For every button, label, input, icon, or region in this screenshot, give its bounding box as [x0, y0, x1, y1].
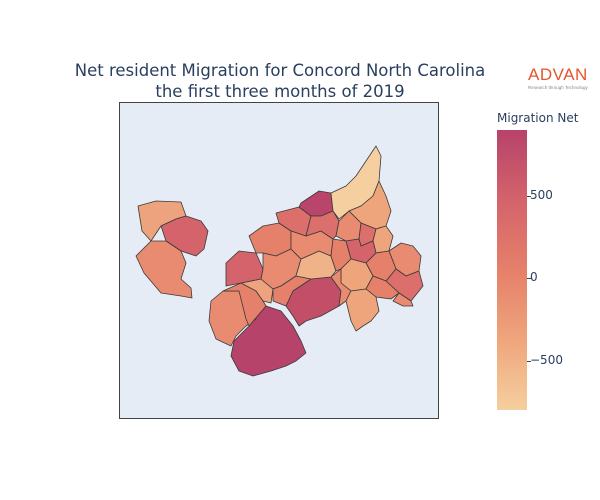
title-line-1: Net resident Migration for Concord North… — [74, 61, 486, 80]
region-east-small[interactable] — [392, 292, 414, 307]
colorbar-title: Migration Net — [497, 111, 579, 125]
region-east-strip[interactable] — [345, 288, 380, 332]
region-south-large[interactable] — [230, 305, 307, 377]
title-line-2: the first three months of 2019 — [155, 82, 405, 101]
advan-logo: ADVAN Research through Technology — [528, 65, 598, 91]
region-west-lower[interactable] — [135, 240, 193, 299]
colorbar-tick-label: 500 — [530, 187, 553, 202]
map-frame[interactable] — [119, 102, 439, 419]
region-central-west-2[interactable] — [248, 222, 292, 257]
region-east-c[interactable] — [372, 225, 394, 254]
colorbar-tick-mark — [527, 360, 531, 362]
colorbar — [497, 130, 527, 410]
choropleth-map[interactable] — [120, 103, 440, 420]
logo-brand: ADVAN — [528, 65, 588, 84]
colorbar-tick-mark — [527, 195, 531, 197]
colorbar-tick-label: −500 — [530, 352, 563, 367]
chart-title: Net resident Migration for Concord North… — [0, 60, 560, 102]
colorbar-tick-label: 0 — [530, 270, 538, 285]
logo-tagline: Research through Technology — [528, 85, 588, 90]
colorbar-tick-mark — [527, 278, 531, 280]
